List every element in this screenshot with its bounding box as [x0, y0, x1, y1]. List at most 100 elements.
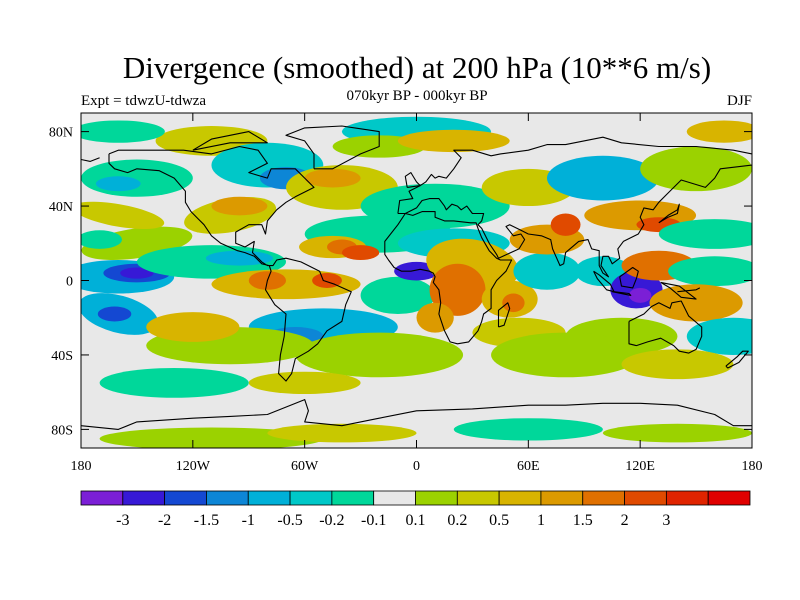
colorbar-swatch: [540, 490, 584, 506]
colorbar-label: 1: [537, 512, 545, 529]
y-tick-label: 40S: [51, 349, 73, 364]
coastline: [404, 172, 421, 188]
divergence-contour: [453, 418, 603, 441]
colorbar-swatch: [373, 490, 416, 506]
y-tick-label: 40N: [49, 200, 73, 215]
divergence-contour: [120, 267, 154, 279]
x-tick-label: 0: [413, 459, 420, 474]
colorbar-label: 0.5: [489, 512, 509, 529]
coastline: [192, 131, 268, 151]
coastline: [108, 145, 352, 382]
x-tick-label: 60W: [291, 459, 319, 474]
coastline: [81, 157, 100, 162]
coastline: [497, 302, 511, 328]
colorbar-swatch: [665, 490, 709, 506]
x-tick-label: 120W: [176, 459, 211, 474]
colorbar-label: 2: [621, 512, 629, 529]
divergence-contour: [546, 155, 659, 201]
divergence-contour: [621, 349, 734, 380]
colorbar-label: 3: [662, 512, 670, 529]
coastline: [658, 203, 680, 224]
x-tick-label: 120E: [625, 459, 655, 474]
coastline: [660, 281, 697, 300]
colorbar-label: -3: [116, 512, 129, 529]
colorbar-swatch: [206, 490, 249, 506]
colorbar-swatch: [122, 490, 166, 506]
colorbar-swatch: [164, 490, 207, 506]
divergence-contour: [248, 371, 361, 395]
divergence-contour: [429, 263, 486, 316]
colorbar-swatch: [498, 490, 542, 506]
colorbar-swatch: [80, 490, 124, 506]
divergence-contour: [628, 287, 652, 303]
colorbar-swatch: [582, 490, 625, 506]
colorbar-swatch: [331, 490, 375, 506]
colorbar-label: 1.5: [573, 512, 593, 529]
divergence-contour: [649, 284, 743, 322]
y-tick-label: 0: [66, 275, 73, 290]
divergence-contour: [360, 183, 510, 229]
coastline: [384, 211, 513, 345]
coastline: [81, 399, 752, 430]
coastline: [619, 266, 639, 289]
divergence-contour: [658, 219, 752, 249]
colorbar-label: 0.1: [406, 512, 426, 529]
colorbar-label: -0.1: [361, 512, 386, 529]
divergence-contour: [686, 120, 752, 143]
divergence-contour: [640, 146, 752, 192]
divergence-contour: [513, 252, 581, 290]
colorbar-label: 0.2: [447, 512, 467, 529]
x-tick-label: 180: [71, 459, 92, 474]
coastline: [612, 291, 632, 296]
divergence-contour: [502, 293, 525, 313]
divergence-contour: [146, 312, 240, 342]
colorbar-swatch: [415, 490, 458, 506]
divergence-contour: [81, 201, 165, 230]
colorbar-label: -2: [158, 512, 171, 529]
divergence-contour: [295, 332, 464, 378]
colorbar: -3 -2 -1.5 -1 -0.5 -0.2 -0.1 0.1 0.2 0.5 1 1.5 2 3: [80, 490, 751, 529]
divergence-contour: [81, 120, 165, 143]
y-tick-label: 80S: [51, 423, 73, 438]
colorbar-label: -0.5: [277, 512, 302, 529]
plot-subtitle: 070kyr BP - 000kyr BP: [346, 88, 488, 104]
coastline: [677, 287, 701, 293]
divergence-contour: [602, 423, 752, 443]
plot-title: Divergence (smoothed) at 200 hPa (10**6 …: [122, 50, 712, 85]
divergence-field: [81, 116, 752, 448]
colorbar-swatch: [247, 490, 291, 506]
divergence-contour: [205, 250, 273, 266]
divergence-contour: [686, 317, 752, 355]
colorbar-label: -1.5: [194, 512, 219, 529]
divergence-contour: [267, 423, 417, 443]
coastline: [628, 300, 703, 354]
y-tick-label: 80N: [49, 126, 73, 141]
divergence-contour: [491, 332, 641, 378]
divergence-contour: [341, 245, 380, 261]
coastline: [725, 350, 749, 369]
coastlines: [81, 125, 752, 430]
divergence-contour: [81, 159, 193, 197]
season-label: DJF: [726, 93, 752, 109]
divergence-contour: [211, 196, 268, 216]
divergence-contour: [416, 302, 454, 333]
colorbar-label: -1: [242, 512, 255, 529]
coastline: [397, 164, 752, 278]
colorbar-swatch: [707, 490, 751, 506]
divergence-contour: [99, 427, 324, 448]
divergence-contour: [97, 306, 132, 322]
divergence-contour: [668, 256, 752, 287]
map-axes: 180 120W 60W 0 60E 120E 180 80N 40N 0 40S 80S: [49, 113, 763, 474]
divergence-contour: [99, 367, 249, 398]
colorbar-swatch: [624, 490, 667, 506]
experiment-label: Expt = tdwzU-tdwza: [81, 93, 207, 109]
coastline: [285, 125, 380, 170]
x-tick-label: 180: [742, 459, 763, 474]
colorbar-swatch: [289, 490, 333, 506]
divergence-contour: [550, 213, 581, 236]
divergence-contour: [397, 129, 510, 153]
divergence-contour: [81, 230, 122, 249]
divergence-contour: [95, 176, 141, 192]
colorbar-swatch: [456, 490, 500, 506]
